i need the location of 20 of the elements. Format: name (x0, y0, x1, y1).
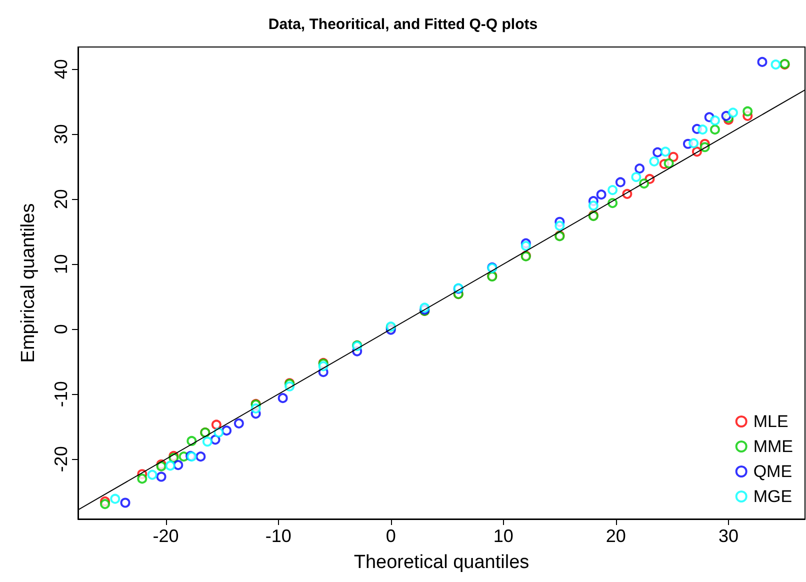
x-axis-title: Theoretical quantiles (354, 552, 530, 573)
x-tick-label: -20 (152, 526, 179, 546)
y-tick-label: 20 (51, 189, 71, 210)
legend-label: MME (753, 437, 794, 456)
y-tick-label: 10 (51, 254, 71, 274)
x-tick-label: 10 (493, 526, 514, 546)
y-tick-label: 30 (51, 124, 71, 144)
x-tick-label: 0 (386, 526, 396, 546)
y-tick-label: 0 (51, 324, 71, 334)
legend-label: MLE (753, 412, 788, 431)
x-tick-label: 30 (718, 526, 738, 546)
x-tick-label: -10 (265, 526, 292, 546)
y-tick-label: 40 (51, 59, 71, 80)
legend-label: MGE (753, 487, 792, 506)
y-axis-title: Empirical quantiles (18, 203, 39, 363)
y-tick-label: -20 (51, 446, 71, 472)
chart-title: Data, Theoritical, and Fitted Q-Q plots (268, 16, 538, 33)
x-tick-label: 20 (606, 526, 626, 546)
legend-label: QME (753, 462, 792, 481)
y-tick-label: -10 (51, 381, 71, 408)
